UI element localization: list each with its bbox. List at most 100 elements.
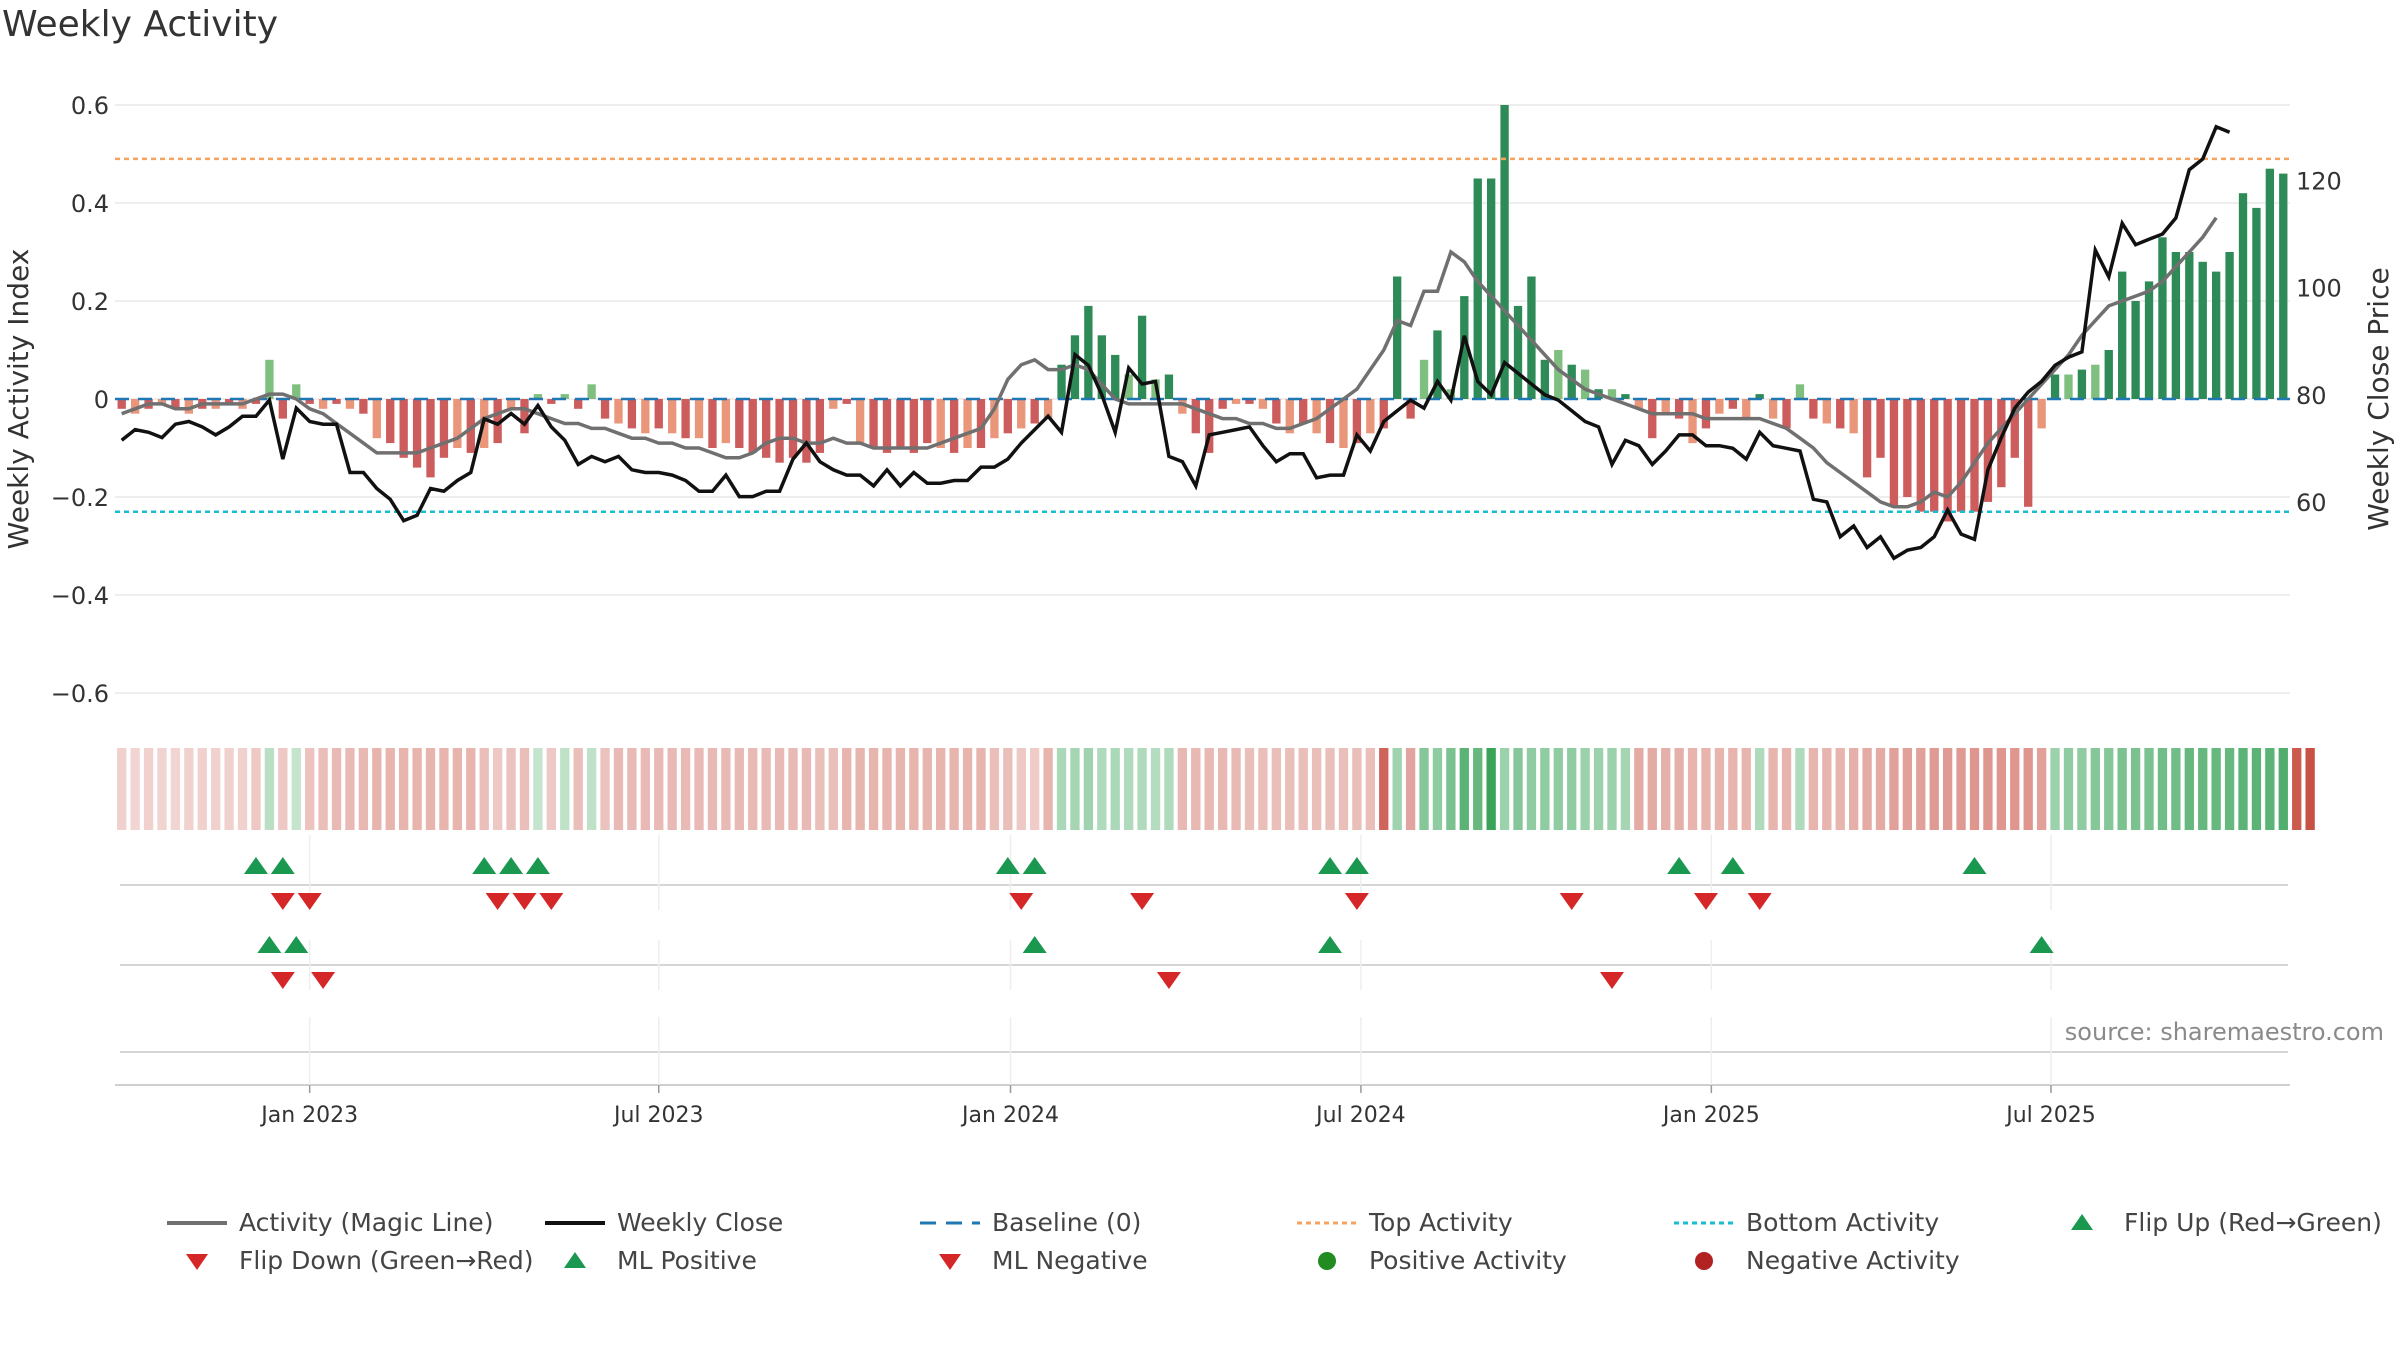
activity-bar [1903,399,1912,497]
activity-bar [1379,399,1388,429]
legend-flip-up: Flip Up (Red→Green) [2050,1208,2382,1237]
activity-strip-cell [2063,748,2074,830]
activity-bar [600,399,610,419]
activity-bar [855,399,865,444]
activity-bar [1822,399,1831,424]
flip-down-marker [485,893,510,910]
activity-bar [1688,399,1697,444]
activity-strip-cell [2238,748,2248,830]
activity-bar [641,399,650,434]
legend-negative-activity: Negative Activity [1672,1246,1960,1275]
y-tick-label: 0.2 [71,288,109,316]
activity-bar [1299,399,1308,424]
activity-strip-cell [425,748,436,830]
activity-bar [1245,399,1254,404]
activity-strip-cell [2265,748,2275,830]
activity-strip-cell [1405,748,1416,830]
activity-strip-cell [640,748,650,830]
activity-bar [1352,399,1362,444]
activity-bar [627,399,637,429]
activity-bar [1218,399,1227,409]
activity-strip-cell [278,748,288,830]
activity-strip-cell [546,748,557,830]
activity-strip-cell [385,748,395,830]
y2-tick-label: 80 [2296,382,2327,410]
activity-strip-cell [372,748,382,830]
legend-label: Flip Up (Red→Green) [2124,1208,2382,1237]
activity-bar [292,384,301,399]
activity-bar [1178,399,1187,414]
activity-strip-cell [1164,748,1174,830]
activity-strip-cell [882,748,892,830]
activity-strip-cell [251,748,261,830]
activity-strip-cell [680,748,691,830]
activity-bar [1137,315,1147,399]
activity-strip-cell [1244,748,1255,830]
magic-line [121,216,2218,509]
y-axis-label: Weekly Activity Index [2,249,35,550]
activity-strip-cell [2104,748,2114,830]
legend-label: ML Negative [992,1246,1148,1275]
activity-strip-cell [1513,748,1523,830]
legend-swatch-ml-negative-icon [918,1251,982,1271]
activity-strip-cell [398,748,409,830]
activity-strip-cell [1030,748,1040,830]
activity-bar [426,399,435,478]
flip-down-marker [270,893,295,910]
activity-bar [587,384,596,399]
activity-strip-cell [721,748,731,830]
activity-bar [1849,399,1858,434]
ml-negative-marker [1599,972,1624,989]
activity-strip-cell [1835,748,1845,830]
activity-strip-cell [1285,748,1295,830]
activity-strip-cell [1848,748,1859,830]
activity-strip-cell [815,748,825,830]
activity-bar [1231,399,1241,404]
activity-bar [547,399,556,404]
activity-bar [1017,399,1026,429]
activity-strip-cell [533,748,543,830]
activity-strip-cell [143,748,154,830]
activity-strip-cell [439,748,449,830]
activity-strip-cell [1661,748,1671,830]
activity-strip-cell [1768,748,1778,830]
activity-strip-cell [1379,748,1389,830]
legend-weekly-close: Weekly Close [543,1208,783,1237]
activity-strip-cell [855,748,865,830]
activity-strip-cell [1875,748,1886,830]
activity-bar [668,399,677,434]
x-tick-label: Jul 2025 [2004,1103,2096,1128]
activity-bar [815,399,825,453]
activity-bar [1836,399,1845,429]
activity-strip-cell [479,748,489,830]
activity-bar [1084,305,1093,399]
activity-bar [990,399,999,439]
activity-strip-cell [627,748,637,830]
activity-strip-cell [1499,748,1510,830]
activity-strip-cell [130,748,140,830]
activity-strip-cell [1607,748,1617,830]
activity-strip-cell [1231,748,1241,830]
activity-bar [1406,399,1415,419]
activity-strip-cell [1365,748,1375,830]
ml-positive-marker [257,936,282,953]
activity-strip-cell [962,748,973,830]
activity-bar [1580,369,1590,399]
activity-strip-cell [2010,748,2020,830]
y-tick-label: 0 [94,386,109,414]
activity-strip-cell [1755,748,1765,830]
legend-swatch-negative-icon [1672,1251,1736,1271]
activity-bar [2118,271,2127,399]
activity-bar [265,359,274,399]
activity-strip-cell [1258,748,1268,830]
activity-strip-cell [1674,748,1684,830]
activity-bar [2050,374,2060,399]
activity-strip-cell [613,748,624,830]
activity-strip-cell [1526,748,1537,830]
activity-strip-cell [1486,748,1496,830]
activity-bar [184,399,194,414]
activity-bar [1366,399,1375,434]
activity-strip-cell [492,748,503,830]
activity-strip-cell [1016,748,1026,830]
activity-strip-cell [1540,748,1550,830]
